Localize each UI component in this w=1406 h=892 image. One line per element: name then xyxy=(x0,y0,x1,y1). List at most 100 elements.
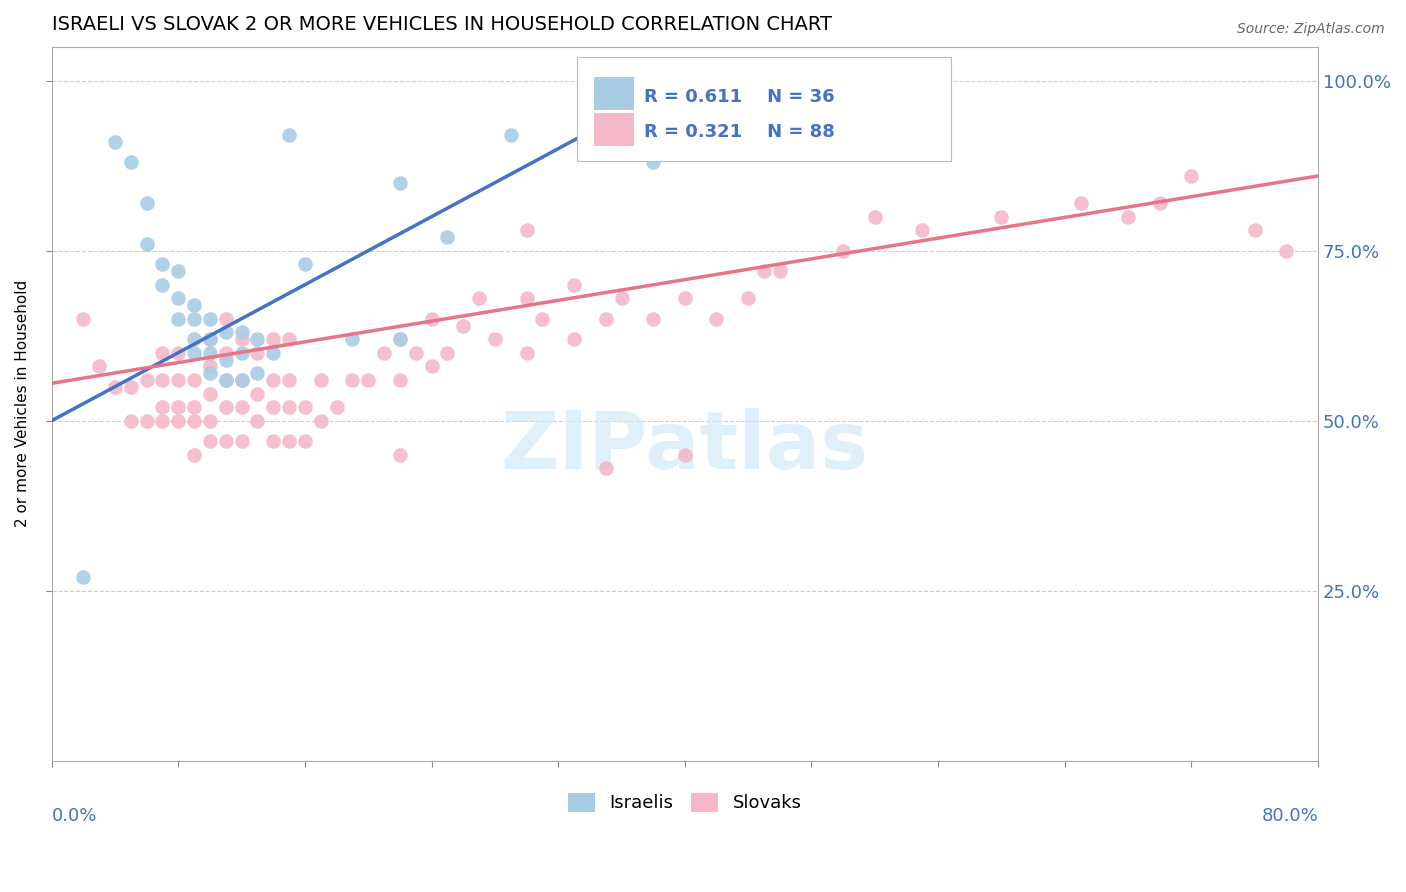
Point xyxy=(643,155,665,169)
Point xyxy=(673,448,696,462)
Text: ZIPatlas: ZIPatlas xyxy=(501,408,869,485)
Point xyxy=(167,264,190,278)
Point xyxy=(278,434,301,449)
Point xyxy=(246,414,269,428)
Point xyxy=(325,400,347,414)
Point xyxy=(120,155,142,169)
Point xyxy=(183,448,205,462)
Point xyxy=(215,373,238,387)
Point xyxy=(1149,196,1171,211)
Point xyxy=(262,400,284,414)
Y-axis label: 2 or more Vehicles in Household: 2 or more Vehicles in Household xyxy=(15,280,30,527)
Point xyxy=(562,332,585,346)
Point xyxy=(262,434,284,449)
Text: Source: ZipAtlas.com: Source: ZipAtlas.com xyxy=(1237,22,1385,37)
Point xyxy=(167,373,190,387)
Point xyxy=(832,244,855,258)
Point xyxy=(863,210,886,224)
Point xyxy=(990,210,1012,224)
Point xyxy=(436,345,458,359)
Point xyxy=(278,128,301,142)
Point xyxy=(737,291,759,305)
Point xyxy=(215,434,238,449)
Point xyxy=(484,332,506,346)
Point xyxy=(231,345,253,359)
FancyBboxPatch shape xyxy=(593,78,634,111)
Point xyxy=(246,332,269,346)
Point xyxy=(769,264,792,278)
Point xyxy=(562,277,585,292)
Point xyxy=(72,311,94,326)
Point xyxy=(294,400,316,414)
Point xyxy=(215,373,238,387)
Point xyxy=(451,318,474,333)
Point xyxy=(357,373,380,387)
Point xyxy=(515,345,537,359)
Point xyxy=(499,128,522,142)
Point xyxy=(388,176,411,190)
Point xyxy=(752,264,775,278)
Point xyxy=(1275,244,1298,258)
Point xyxy=(262,373,284,387)
Point xyxy=(595,108,617,122)
Point xyxy=(231,373,253,387)
Point xyxy=(150,414,173,428)
Point xyxy=(167,291,190,305)
Text: 0.0%: 0.0% xyxy=(52,807,97,825)
Point xyxy=(215,400,238,414)
Point xyxy=(342,373,364,387)
Point xyxy=(198,414,221,428)
Point xyxy=(167,414,190,428)
Point xyxy=(198,366,221,380)
FancyBboxPatch shape xyxy=(593,113,634,146)
Point xyxy=(643,311,665,326)
Point xyxy=(405,345,427,359)
Point xyxy=(262,332,284,346)
Point xyxy=(595,461,617,475)
Point xyxy=(231,400,253,414)
Point xyxy=(167,400,190,414)
Point xyxy=(150,345,173,359)
Point xyxy=(215,352,238,367)
Point xyxy=(420,359,443,374)
Point xyxy=(183,298,205,312)
Point xyxy=(183,414,205,428)
Point xyxy=(420,311,443,326)
Point xyxy=(198,434,221,449)
Point xyxy=(198,359,221,374)
Point xyxy=(388,373,411,387)
Point xyxy=(167,345,190,359)
Text: R = 0.611    N = 36: R = 0.611 N = 36 xyxy=(644,87,835,105)
Point xyxy=(183,311,205,326)
Point xyxy=(515,291,537,305)
Point xyxy=(911,223,934,237)
Point xyxy=(388,448,411,462)
Point xyxy=(198,332,221,346)
Point xyxy=(1116,210,1139,224)
Point xyxy=(309,414,332,428)
Point xyxy=(246,386,269,401)
Point xyxy=(183,345,205,359)
Point xyxy=(262,345,284,359)
Point xyxy=(231,332,253,346)
Point xyxy=(150,257,173,271)
Point xyxy=(198,345,221,359)
Point xyxy=(706,311,728,326)
Point xyxy=(183,400,205,414)
Point xyxy=(436,230,458,244)
Legend: Israelis, Slovaks: Israelis, Slovaks xyxy=(561,786,808,820)
Point xyxy=(198,386,221,401)
Point xyxy=(342,332,364,346)
Point xyxy=(246,345,269,359)
Point xyxy=(87,359,110,374)
Point xyxy=(104,380,127,394)
Point xyxy=(135,236,157,251)
Point xyxy=(198,311,221,326)
Point xyxy=(610,291,633,305)
Point xyxy=(135,196,157,211)
Point xyxy=(167,311,190,326)
Point xyxy=(231,326,253,340)
Point xyxy=(120,380,142,394)
Point xyxy=(278,332,301,346)
Point xyxy=(231,373,253,387)
